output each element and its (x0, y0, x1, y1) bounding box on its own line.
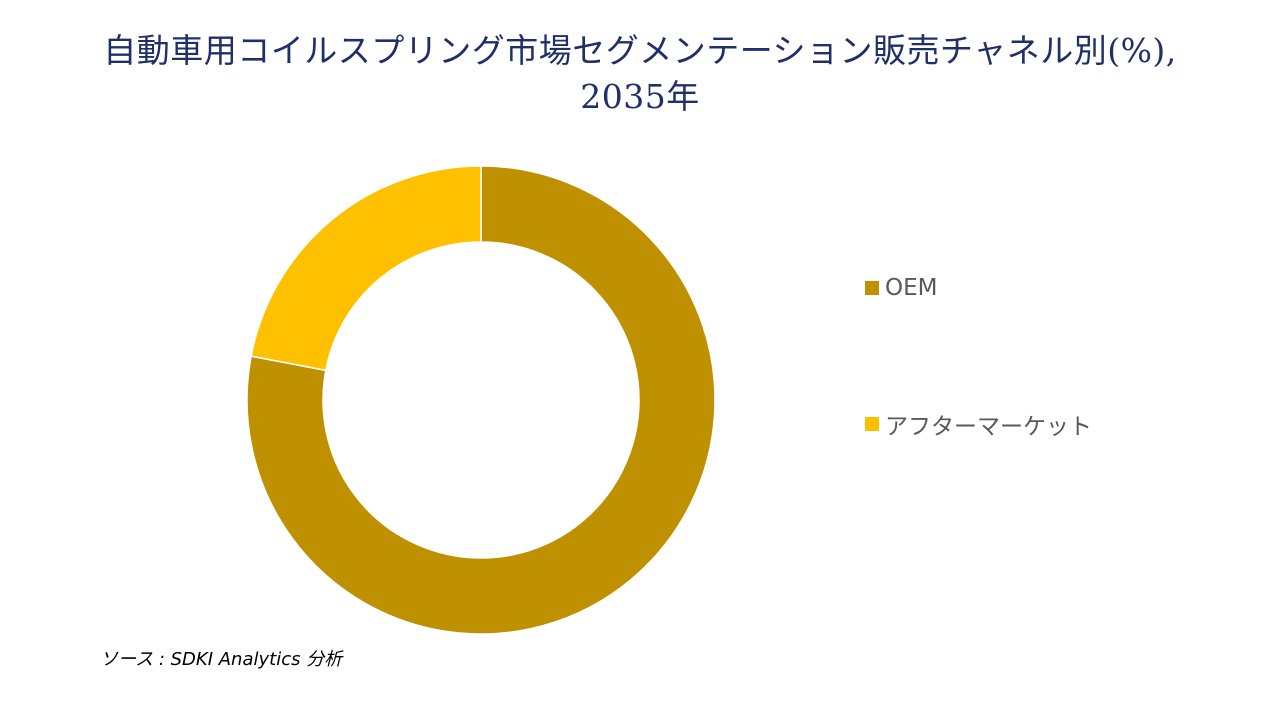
chart-title: 自動車用コイルスプリング市場セグメンテーション販売チャネル別(%), 2035年 (0, 28, 1280, 120)
legend-swatch-aftermarket (865, 417, 879, 431)
donut-segment-aftermarket (250, 165, 482, 372)
source-note: ソース : SDKI Analytics 分析 (100, 649, 343, 670)
legend-item-oem: OEM (865, 275, 937, 301)
chart-title-line2: 2035年 (580, 77, 700, 116)
chart-title-line1: 自動車用コイルスプリング市場セグメンテーション販売チャネル別(%), (103, 31, 1177, 70)
legend-label-aftermarket: アフターマーケット (885, 414, 1092, 440)
legend-swatch-oem (865, 281, 879, 295)
legend-item-aftermarket: アフターマーケット (865, 407, 1092, 441)
donut-segment-oem (246, 165, 716, 635)
legend-label-oem: OEM (885, 275, 938, 301)
